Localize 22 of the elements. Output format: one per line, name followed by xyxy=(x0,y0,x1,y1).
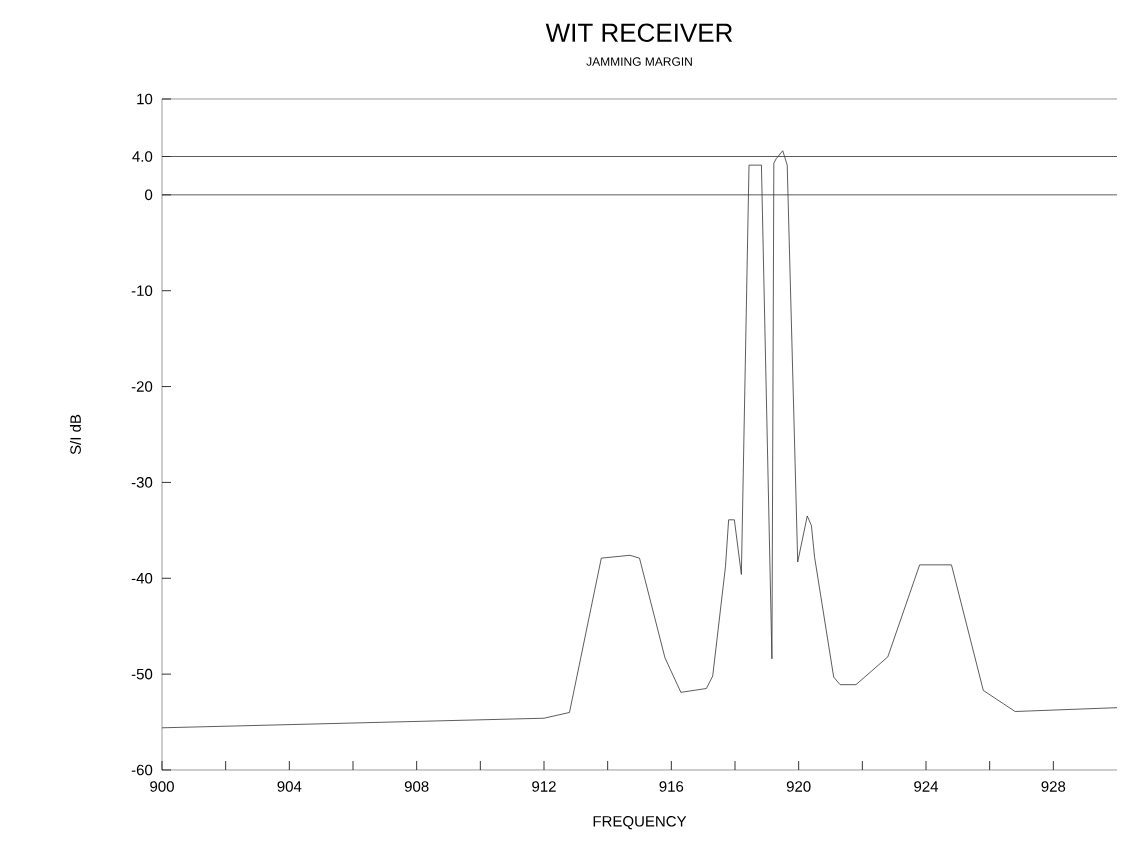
y-tick-label: 10 xyxy=(137,93,153,105)
y-tick-label: -10 xyxy=(131,285,153,297)
y-tick-label: 4.0 xyxy=(132,151,153,162)
x-tick-label: 900 xyxy=(150,781,174,792)
x-tick-label: 904 xyxy=(277,781,302,792)
y-tick-label: -60 xyxy=(131,764,153,776)
chart-title: WIT RECEIVER xyxy=(545,23,733,42)
y-tick-label: -30 xyxy=(131,477,153,488)
y-tick-label: -50 xyxy=(131,668,153,680)
chart-subtitle: JAMMING MARGIN xyxy=(586,57,692,66)
x-tick-label: 920 xyxy=(786,781,811,792)
x-tick-label: 912 xyxy=(532,781,556,792)
y-tick-label: 0 xyxy=(145,189,153,201)
y-tick-label: -20 xyxy=(131,381,153,392)
x-axis-title: FREQUENCY xyxy=(593,816,687,830)
y-tick-label: -40 xyxy=(131,572,153,584)
x-tick-label: 928 xyxy=(1041,781,1066,792)
line-series xyxy=(161,150,1118,729)
x-tick-label: 924 xyxy=(914,781,939,792)
y-axis-title: S/I dB xyxy=(69,414,81,455)
x-tick-label: 908 xyxy=(404,781,429,792)
x-tick-label: 916 xyxy=(659,781,684,792)
